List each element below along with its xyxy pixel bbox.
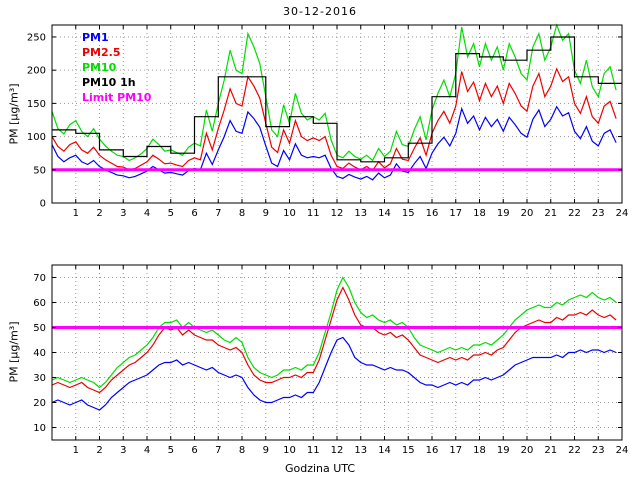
svg-text:17: 17 — [449, 445, 462, 456]
svg-text:20: 20 — [33, 398, 46, 409]
svg-text:11: 11 — [307, 208, 320, 219]
chart-title: 30-12-2016 — [283, 5, 357, 18]
top-chart: 1 2 3 4 5 6 7 8 9 10 11 12 13 14 15 16 17 18 19 20 21 22 23 240… — [27, 23, 629, 219]
svg-text:20: 20 — [521, 208, 534, 219]
svg-text:3: 3 — [120, 208, 126, 219]
svg-text:13: 13 — [354, 208, 367, 219]
svg-text:18: 18 — [473, 445, 486, 456]
svg-text:10: 10 — [33, 423, 46, 434]
svg-text:23: 23 — [592, 445, 605, 456]
svg-text:21: 21 — [544, 445, 557, 456]
svg-text:7: 7 — [215, 208, 221, 219]
svg-text:22: 22 — [568, 445, 581, 456]
svg-text:17: 17 — [449, 208, 462, 219]
bottom-chart: 1 2 3 4 5 6 7 8 9 10 11 12 13 14 15 16 17 18 19 20 21 22 23 241… — [33, 264, 629, 456]
svg-text:50: 50 — [33, 165, 46, 176]
svg-text:14: 14 — [378, 445, 391, 456]
svg-text:9: 9 — [263, 208, 269, 219]
svg-text:6: 6 — [191, 445, 197, 456]
svg-text:5: 5 — [168, 445, 174, 456]
legend-item-pm10-1h: PM10 1h — [82, 76, 136, 89]
legend-item-limit-pm10: Limit PM10 — [82, 91, 152, 104]
svg-text:20: 20 — [521, 445, 534, 456]
svg-text:70: 70 — [33, 273, 46, 284]
legend-item-pm10: PM10 — [82, 61, 117, 74]
svg-text:13: 13 — [354, 445, 367, 456]
svg-text:22: 22 — [568, 208, 581, 219]
svg-text:15: 15 — [402, 208, 415, 219]
svg-text:4: 4 — [144, 445, 150, 456]
svg-text:200: 200 — [27, 66, 46, 77]
svg-text:24: 24 — [616, 208, 629, 219]
svg-text:12: 12 — [331, 208, 344, 219]
legend-item-pm2-5: PM2.5 — [82, 46, 121, 59]
svg-text:1: 1 — [73, 208, 79, 219]
svg-text:8: 8 — [239, 208, 245, 219]
svg-text:50: 50 — [33, 323, 46, 334]
svg-text:16: 16 — [426, 445, 439, 456]
svg-text:9: 9 — [263, 445, 269, 456]
svg-text:8: 8 — [239, 445, 245, 456]
svg-text:3: 3 — [120, 445, 126, 456]
svg-text:6: 6 — [191, 208, 197, 219]
svg-text:4: 4 — [144, 208, 150, 219]
svg-text:60: 60 — [33, 298, 46, 309]
svg-text:5: 5 — [168, 208, 174, 219]
svg-text:23: 23 — [592, 208, 605, 219]
svg-text:14: 14 — [378, 208, 391, 219]
legend: PM1 PM2.5 PM10 PM10 1h Limit PM10 — [82, 30, 151, 105]
svg-text:11: 11 — [307, 445, 320, 456]
svg-text:24: 24 — [616, 445, 629, 456]
svg-text:0: 0 — [40, 199, 46, 210]
svg-text:10: 10 — [283, 445, 296, 456]
svg-text:150: 150 — [27, 99, 46, 110]
svg-text:100: 100 — [27, 132, 46, 143]
svg-text:18: 18 — [473, 208, 486, 219]
svg-text:19: 19 — [497, 208, 510, 219]
svg-text:15: 15 — [402, 445, 415, 456]
svg-text:12: 12 — [331, 445, 344, 456]
svg-text:40: 40 — [33, 348, 46, 359]
svg-text:1: 1 — [73, 445, 79, 456]
svg-text:10: 10 — [283, 208, 296, 219]
x-axis-label: Godzina UTC — [284, 462, 356, 475]
legend-item-pm1: PM1 — [82, 31, 109, 44]
svg-text:250: 250 — [27, 32, 46, 43]
svg-text:21: 21 — [544, 208, 557, 219]
svg-text:16: 16 — [426, 208, 439, 219]
svg-text:30: 30 — [33, 373, 46, 384]
svg-text:2: 2 — [96, 208, 102, 219]
svg-text:2: 2 — [96, 445, 102, 456]
svg-text:19: 19 — [497, 445, 510, 456]
svg-text:7: 7 — [215, 445, 221, 456]
